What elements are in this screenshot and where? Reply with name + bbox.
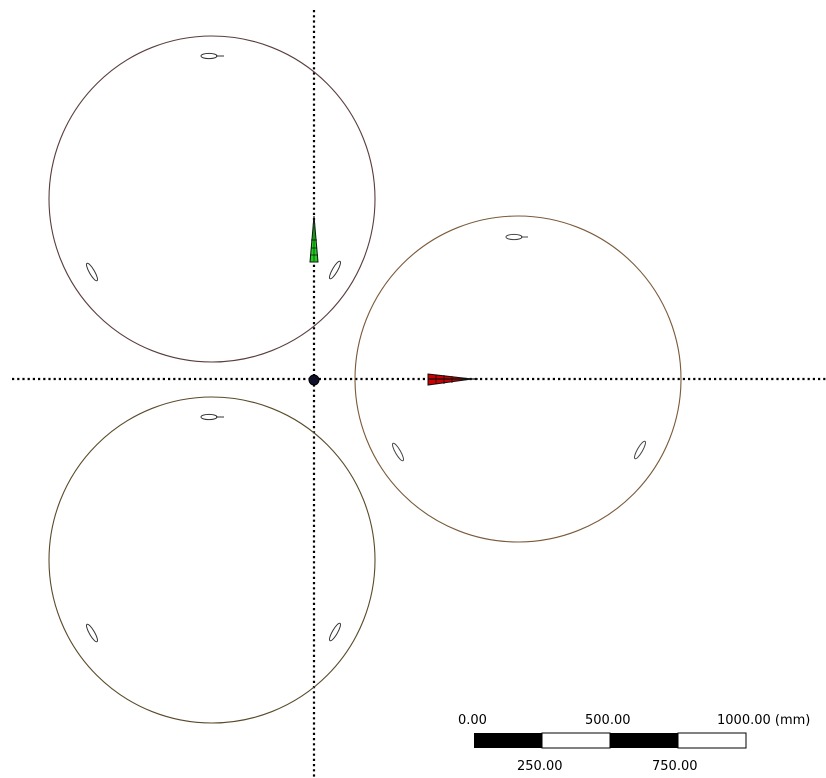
rotor-bottom-left: [48, 396, 376, 724]
origin-point-icon: [308, 374, 320, 386]
blade-section: [392, 442, 404, 462]
scale-label-250: 250.00: [517, 759, 563, 774]
scale-label-1000: 1000.00 (mm): [717, 713, 811, 728]
scale-segment-filled: [610, 733, 678, 748]
scale-label-750: 750.00: [652, 759, 698, 774]
scale-label-500: 500.00: [585, 713, 631, 728]
scale-label-0: 0.00: [458, 713, 487, 728]
blade-section: [505, 233, 523, 241]
blade-section: [86, 262, 98, 282]
scale-segment-filled: [474, 733, 542, 748]
blade-section: [329, 260, 341, 280]
rotor-right: [354, 215, 682, 543]
rotor-disk-outline: [48, 35, 376, 363]
scale-bar: [474, 732, 747, 749]
blade-section: [86, 623, 98, 643]
x-axis-arrow-icon: [427, 373, 478, 386]
rotor-top-left: [48, 35, 376, 363]
rotor-disk-outline: [48, 396, 376, 724]
y-axis-arrow-icon: [309, 215, 319, 263]
scale-segment-empty: [677, 732, 747, 749]
blade-section: [329, 622, 341, 642]
rotor-disk-outline: [354, 215, 682, 543]
blade-section: [634, 440, 646, 460]
blade-section: [200, 52, 218, 60]
scale-segment-empty: [541, 732, 611, 749]
blade-section: [200, 413, 218, 421]
